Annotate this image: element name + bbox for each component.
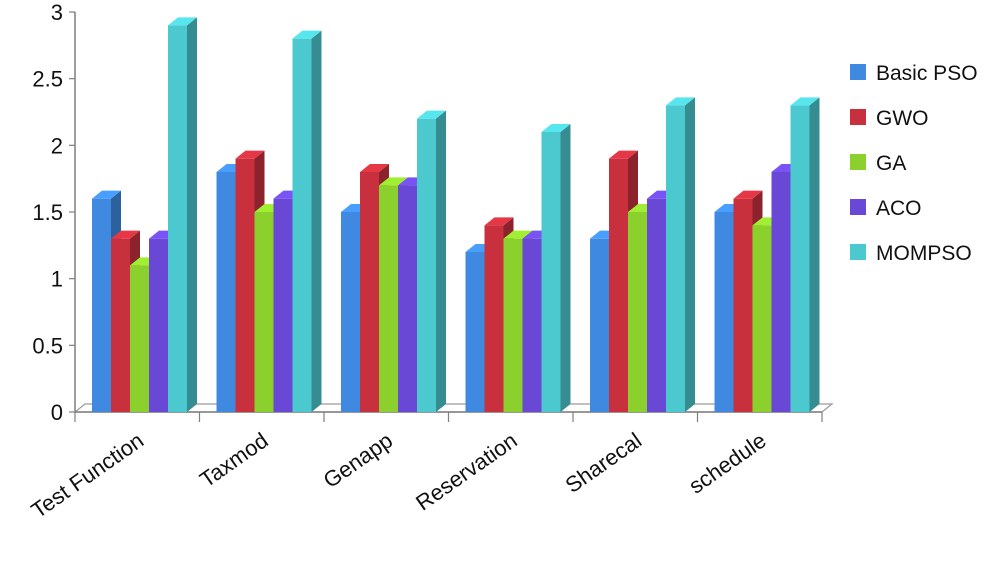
legend-label: GWO (876, 107, 929, 130)
y-tick-label: 1.5 (32, 200, 63, 225)
bar-front (541, 132, 561, 412)
bar (541, 124, 571, 412)
bar-front (379, 185, 398, 412)
bar-top (417, 110, 446, 119)
legend-swatch (850, 199, 866, 215)
bar-front (254, 212, 274, 412)
y-tick-label: 0.5 (32, 333, 63, 358)
bar-front (733, 198, 753, 412)
bar-front (522, 238, 542, 412)
bar (790, 97, 820, 412)
legend-entry: Basic PSO (850, 62, 978, 85)
x-category-label: Genapp (319, 428, 397, 493)
legend-entry: GA (850, 152, 906, 175)
bar-top (92, 190, 121, 199)
bar-side (436, 110, 446, 413)
y-tick-label: 0 (51, 400, 63, 425)
x-category-labels: Test Function Taxmod Genapp Reservation Shar… (27, 428, 771, 524)
y-tick-label: 3 (51, 0, 63, 25)
legend-entry: MOMPSO (850, 242, 972, 265)
bar-front (92, 198, 111, 412)
x-category-label: Sharecal (561, 428, 646, 498)
bar-side (311, 30, 322, 413)
legend-swatch (850, 109, 866, 125)
bar-front (292, 38, 312, 413)
x-category-label: Reservation (411, 428, 522, 516)
bar-front (130, 265, 149, 412)
bar-front (149, 238, 168, 412)
bar-top (235, 150, 265, 159)
bar-front (417, 118, 436, 413)
bar-front (465, 252, 485, 412)
bar (168, 17, 197, 412)
legend-label: MOMPSO (876, 242, 972, 265)
bar-side (809, 97, 820, 412)
bar-front (341, 212, 360, 412)
bar-top (733, 190, 763, 199)
bar-front (647, 198, 666, 412)
x-category-label: schedule (684, 428, 770, 499)
bar-front (168, 25, 187, 412)
bar-top (292, 30, 322, 39)
legend-entry: ACO (850, 197, 922, 220)
bar (417, 110, 446, 413)
bar-side (187, 17, 197, 412)
legend-label: GA (876, 152, 906, 175)
bar-front (273, 198, 293, 412)
bar-front (484, 225, 504, 412)
bar-top (666, 97, 695, 106)
legend-entry: GWO (850, 107, 929, 130)
y-tick-label: 1 (51, 267, 63, 292)
bar-top (503, 230, 533, 239)
legend-swatch (850, 64, 866, 80)
bar-top (609, 150, 638, 159)
legend-swatch (850, 154, 866, 170)
bar-front (235, 158, 255, 412)
bar-top (541, 124, 571, 132)
bar-front (216, 172, 236, 412)
bar (292, 30, 322, 413)
chart-legend: Basic PSO GWO GA ACO MOMPSO (850, 62, 978, 265)
x-category-label: Test Function (27, 428, 149, 524)
bar-top (379, 177, 408, 186)
bar-front (609, 158, 628, 412)
bar-top (484, 217, 514, 226)
bar (666, 97, 695, 412)
bar-top (168, 17, 197, 26)
bar-front (771, 172, 791, 412)
bar-side (560, 124, 571, 412)
bar-front (790, 105, 810, 412)
legend-swatch (850, 244, 866, 260)
legend-label: ACO (876, 197, 922, 220)
bar-front (360, 172, 379, 412)
bar-front (628, 212, 647, 412)
bar-top (111, 230, 140, 239)
bar-front (503, 238, 523, 412)
bar-front (752, 225, 772, 412)
x-category-label: Taxmod (195, 428, 272, 493)
bar-front (398, 185, 417, 412)
y-tick-label: 2 (51, 133, 63, 158)
y-tick-labels: 0 0.5 1 1.5 2 2.5 3 (32, 0, 63, 425)
bar-front (111, 238, 130, 412)
bar-front (590, 238, 609, 412)
bar-top (360, 164, 389, 172)
bar-front (714, 212, 734, 412)
legend-label: Basic PSO (876, 62, 978, 85)
bar-side (685, 97, 695, 412)
bar-front (666, 105, 685, 412)
chart-bars (92, 17, 820, 413)
y-tick-label: 2.5 (32, 67, 63, 92)
bar-top (790, 97, 820, 106)
